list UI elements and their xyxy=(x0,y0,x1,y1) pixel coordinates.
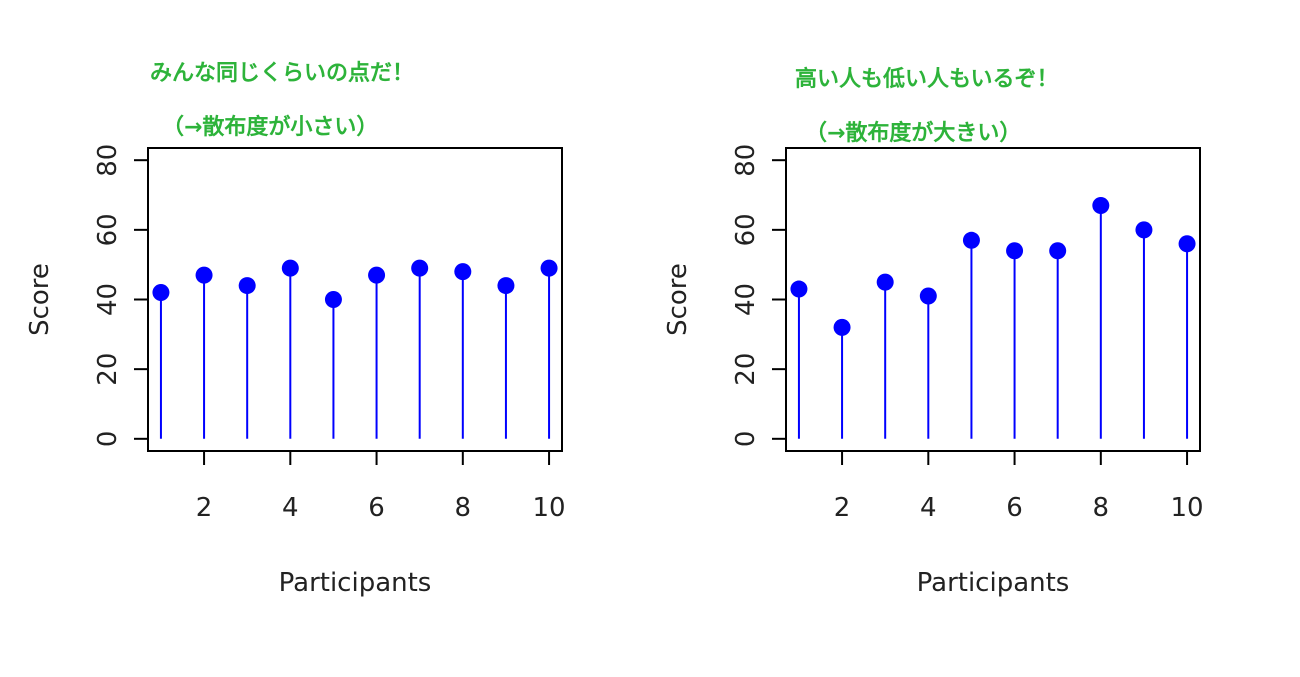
right-y-tick-label: 80 xyxy=(731,144,761,177)
left-y-tick-label: 20 xyxy=(93,353,123,386)
left-x-tick-label: 4 xyxy=(282,493,299,523)
left-x-axis-title: Participants xyxy=(279,568,432,598)
left-y-tick-label: 60 xyxy=(93,213,123,246)
left-data-point xyxy=(497,277,515,295)
left-y-tick-label: 40 xyxy=(93,283,123,316)
right-data-point xyxy=(1178,235,1196,253)
left-data-point xyxy=(454,263,472,281)
left-y-tick-label: 0 xyxy=(93,431,123,448)
left-data-point xyxy=(411,259,429,277)
right-chart-panel: 高い人も低い人もいるぞ！ （→散布度が大きい） 0 20 40 60 80 2 4 6 8 10 P… xyxy=(663,66,1204,598)
right-data-point xyxy=(876,273,894,291)
right-data-point xyxy=(1049,242,1067,260)
right-x-tick-label: 2 xyxy=(834,493,851,523)
left-annotation-line1: みんな同じくらいの点だ！ xyxy=(150,60,414,86)
right-x-tick-label: 6 xyxy=(1006,493,1023,523)
left-chart-panel: みんな同じくらいの点だ！ （→散布度が小さい） 0 20 40 60 80 2 4 6 8 10 P… xyxy=(25,60,566,598)
right-y-axis-title: Score xyxy=(663,263,693,336)
left-data-point xyxy=(238,277,256,295)
left-data-point xyxy=(540,259,558,277)
right-plot-frame xyxy=(785,147,1201,452)
left-data-point xyxy=(368,266,386,284)
right-data-point xyxy=(962,231,980,249)
left-annotation-line2: （→散布度が小さい） xyxy=(162,114,378,140)
left-data-point xyxy=(195,266,213,284)
right-annotation-line2: （→散布度が大きい） xyxy=(805,120,1021,146)
left-x-tick-label: 2 xyxy=(196,493,213,523)
right-annotation-line1: 高い人も低い人もいるぞ！ xyxy=(795,66,1059,92)
left-data-point xyxy=(324,291,342,308)
right-y-tick-label: 0 xyxy=(731,431,761,448)
right-data-point xyxy=(1006,242,1024,260)
left-x-tick-label: 10 xyxy=(533,493,566,523)
right-data-point xyxy=(1135,221,1153,239)
left-data-point xyxy=(152,284,170,302)
right-y-tick-label: 20 xyxy=(731,353,761,386)
right-x-tick-label: 4 xyxy=(920,493,937,523)
right-data-point xyxy=(833,318,851,336)
left-plot-frame xyxy=(147,147,563,452)
left-y-axis-title: Score xyxy=(25,263,55,336)
right-data-point xyxy=(1092,196,1110,214)
left-x-tick-label: 8 xyxy=(455,493,472,523)
left-data-point xyxy=(281,259,299,277)
right-x-tick-label: 10 xyxy=(1171,493,1204,523)
right-x-axis-title: Participants xyxy=(917,568,1070,598)
right-data-point xyxy=(919,287,937,305)
right-y-tick-label: 40 xyxy=(731,283,761,316)
left-y-tick-label: 80 xyxy=(93,144,123,177)
left-x-tick-label: 6 xyxy=(368,493,385,523)
right-data-point xyxy=(790,280,808,298)
right-x-tick-label: 8 xyxy=(1093,493,1110,523)
right-y-tick-label: 60 xyxy=(731,213,761,246)
